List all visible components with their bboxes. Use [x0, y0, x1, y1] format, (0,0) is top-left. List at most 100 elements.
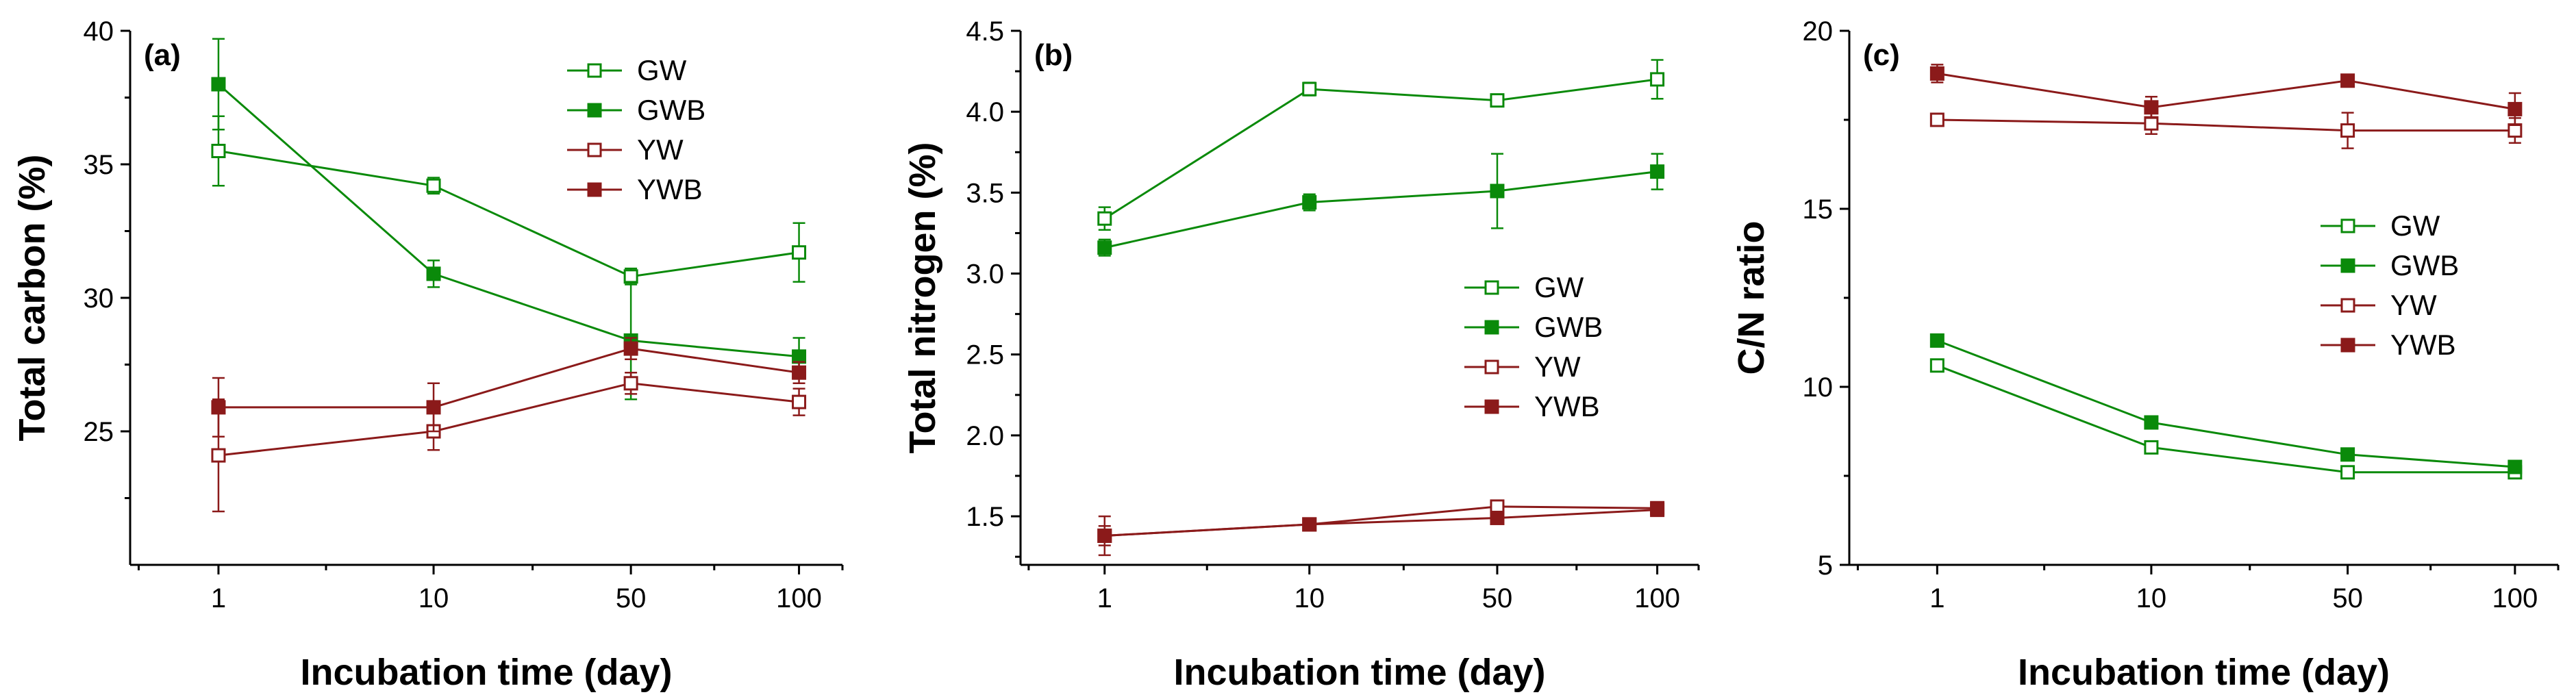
data-point [2340, 447, 2355, 462]
x-tick-label: 50 [616, 583, 647, 613]
data-point [1302, 195, 1317, 210]
data-point [1097, 528, 1112, 543]
data-point [1097, 240, 1112, 255]
data-point [1490, 510, 1505, 525]
data-point [2508, 123, 2523, 138]
legend-label: YW [1534, 351, 1581, 383]
x-tick-label: 10 [418, 583, 449, 613]
legend-label: YWB [2390, 329, 2456, 361]
data-point [426, 178, 441, 193]
data-point [1650, 164, 1665, 179]
legend-marker [2340, 298, 2355, 313]
chart-panel-1: 1.5 2.0 2.5 3.0 3.5 4.0 4.5 1 10 50 100 Incubation … [902, 16, 1700, 693]
data-point [2144, 116, 2159, 131]
legend-marker [587, 182, 602, 197]
x-tick-label: 100 [2492, 583, 2538, 613]
x-tick-label: 100 [776, 583, 822, 613]
y-tick-label: 2.5 [966, 340, 1004, 370]
series-line [218, 347, 799, 409]
legend-label: YW [2390, 289, 2437, 321]
x-tick-label: 10 [2136, 583, 2167, 613]
legend-marker [1484, 359, 1499, 375]
y-tick-label: 40 [84, 16, 114, 47]
series-YW [211, 371, 807, 513]
legend: GW GWB YW YWB [2321, 210, 2459, 361]
legend-label: YWB [1534, 390, 1600, 422]
legend-label: YWB [637, 173, 703, 205]
series-YW [1097, 499, 1665, 557]
y-tick-label: 30 [84, 283, 114, 314]
series-line [1103, 78, 1658, 220]
series-GWB [211, 38, 807, 401]
series-YWB [211, 337, 807, 438]
y-tick-label: 1.5 [966, 502, 1004, 532]
legend-marker [587, 63, 602, 78]
x-tick-label: 100 [1634, 583, 1680, 613]
y-tick-label: 35 [84, 150, 114, 180]
series-line [1104, 170, 1658, 249]
data-point [2508, 459, 2523, 474]
series-YW [1929, 112, 2523, 149]
legend-label: GW [2390, 210, 2440, 242]
legend-marker [1484, 320, 1499, 335]
y-tick-label: 3.5 [966, 178, 1004, 208]
x-tick-label: 50 [2332, 583, 2363, 613]
chart-panel-0: 25 30 35 40 1 10 50 100 Incubation time (day) Tot… [12, 16, 844, 693]
y-axis-title: Total carbon (%) [12, 154, 53, 441]
legend-marker [587, 103, 602, 118]
x-tick-label: 50 [1482, 583, 1513, 613]
data-point [792, 365, 807, 380]
x-axis-title: Incubation time (day) [2018, 652, 2390, 693]
legend: GW GWB YW YWB [1464, 271, 1603, 422]
data-point [1929, 358, 1944, 373]
series-line [218, 382, 799, 457]
series-YWB [1097, 503, 1665, 546]
series-GWB [1097, 153, 1665, 257]
data-point [211, 144, 226, 158]
data-point [1302, 517, 1317, 532]
x-axis-title: Incubation time (day) [1173, 652, 1545, 693]
series-line [217, 83, 799, 358]
x-tick-label: 1 [1929, 583, 1944, 613]
data-point [1929, 66, 1944, 81]
data-point [1490, 183, 1505, 199]
y-tick-label: 25 [84, 417, 114, 447]
chart-panel-2: 5 10 15 20 1 10 50 100 Incubation time (day) C/N … [1731, 16, 2560, 693]
series-GW [1097, 59, 1665, 231]
data-point [792, 394, 807, 409]
series-line [1937, 118, 2515, 132]
data-point [623, 269, 638, 284]
data-point [2144, 415, 2159, 430]
series-YWB [1929, 64, 2523, 127]
legend-marker [587, 142, 602, 157]
data-point [211, 400, 226, 415]
legend-label: YW [637, 134, 684, 166]
x-tick-label: 10 [1294, 583, 1325, 613]
y-axis-title: Total nitrogen (%) [902, 142, 943, 454]
series-line [1937, 72, 2516, 110]
series-GW [211, 115, 807, 286]
data-point [2508, 101, 2523, 116]
data-point [2340, 73, 2355, 88]
panel-label: (b) [1034, 38, 1073, 72]
legend-label: GW [1534, 271, 1584, 303]
data-point [792, 245, 807, 260]
legend-label: GWB [1534, 311, 1603, 343]
series-line [1104, 509, 1658, 537]
y-axis-title: C/N ratio [1731, 220, 1772, 375]
series-line [1936, 339, 2515, 468]
legend-marker [1484, 280, 1499, 295]
data-point [1650, 72, 1665, 87]
y-tick-label: 10 [1803, 372, 1834, 403]
legend-marker [1484, 399, 1499, 414]
data-point [211, 448, 226, 463]
data-point [2144, 440, 2159, 455]
data-point [792, 349, 807, 364]
data-point [426, 266, 441, 281]
series-line [218, 150, 799, 278]
data-point [1929, 333, 1944, 348]
legend-marker [2340, 218, 2355, 233]
legend-label: GW [637, 54, 687, 86]
data-point [2340, 465, 2355, 480]
x-tick-label: 1 [1097, 583, 1112, 613]
